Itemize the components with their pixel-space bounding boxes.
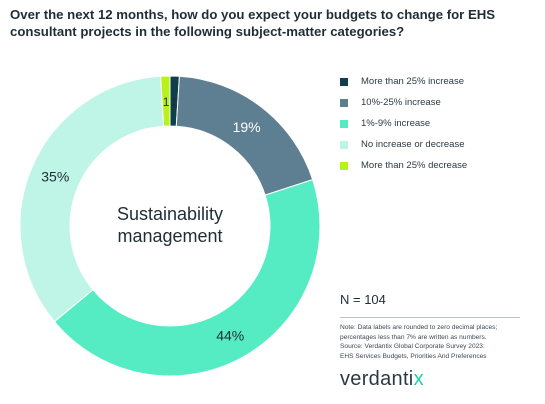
chart-title: Over the next 12 months, how do you expe… bbox=[10, 7, 496, 39]
legend-label: 1%-9% increase bbox=[361, 118, 431, 129]
legend-label: More than 25% increase bbox=[361, 76, 464, 87]
legend-item-10-25-increase: 10%-25% increase bbox=[340, 92, 467, 113]
data-label-1-9-increase: 44% bbox=[216, 328, 244, 344]
chart-legend: More than 25% increase 10%-25% increase 1%… bbox=[340, 71, 467, 176]
legend-label: More than 25% decrease bbox=[361, 160, 468, 171]
slice-no-increase-or-decrease bbox=[19, 75, 165, 323]
note-line: EHS Services Budgets, Priorities And Pre… bbox=[340, 352, 487, 360]
slice-10-25-increase bbox=[175, 75, 314, 196]
legend-swatch bbox=[340, 98, 348, 107]
data-label-more-than-25-increase: 1 bbox=[171, 95, 178, 109]
legend-item-no-increase-or-decrease: No increase or decrease bbox=[340, 134, 467, 155]
data-label-more-than-25-decrease: 1 bbox=[163, 95, 170, 109]
sample-size: N = 104 bbox=[340, 292, 386, 307]
divider bbox=[340, 317, 520, 318]
legend-label: 10%-25% increase bbox=[361, 97, 441, 108]
legend-item-1-9-increase: 1%-9% increase bbox=[340, 113, 467, 134]
slice-more-than-25-decrease bbox=[160, 75, 171, 127]
legend-swatch bbox=[340, 140, 348, 149]
source-note: Note: Data labels are rounded to zero de… bbox=[340, 323, 540, 361]
note-line: percentages less than 7% are written as … bbox=[340, 333, 487, 341]
legend-item-more-than-25-decrease: More than 25% decrease bbox=[340, 155, 467, 176]
data-label-10-25-increase: 19% bbox=[233, 119, 261, 135]
note-line: Source: Verdantix Global Corporate Surve… bbox=[340, 343, 485, 351]
slice-1-9-increase bbox=[53, 179, 321, 377]
center-label: Sustainability bbox=[117, 204, 223, 224]
legend-swatch bbox=[340, 161, 348, 170]
legend-swatch bbox=[340, 77, 348, 86]
center-label: management bbox=[117, 226, 222, 246]
data-label-no-increase-or-decrease: 35% bbox=[41, 168, 69, 184]
note-line: Note: Data labels are rounded to zero de… bbox=[340, 324, 498, 331]
legend-swatch bbox=[340, 119, 348, 128]
brand-logo: verdantix bbox=[340, 368, 424, 390]
legend-item-more-than-25-increase: More than 25% increase bbox=[340, 71, 467, 92]
legend-label: No increase or decrease bbox=[361, 139, 465, 150]
